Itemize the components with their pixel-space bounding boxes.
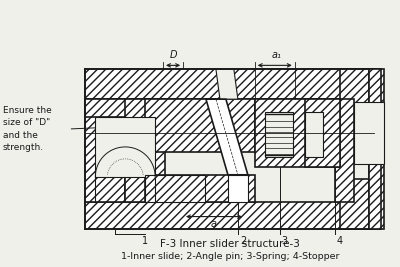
Bar [95, 117, 155, 177]
Bar [145, 99, 255, 152]
Bar [85, 69, 370, 99]
Text: F-3 Inner slider structure-3: F-3 Inner slider structure-3 [160, 239, 300, 249]
Bar [340, 179, 374, 229]
Text: 1: 1 [142, 237, 148, 246]
Bar [255, 99, 340, 167]
Text: 3: 3 [282, 237, 288, 246]
Bar [145, 175, 255, 202]
Bar [340, 69, 374, 119]
Bar [85, 99, 165, 117]
Bar [370, 69, 384, 147]
Text: a: a [211, 219, 217, 229]
Bar [265, 112, 293, 157]
Bar [125, 99, 165, 202]
Bar [334, 99, 354, 202]
Text: Ensure the
size of "D"
and the
strength.: Ensure the size of "D" and the strength. [3, 106, 52, 152]
Polygon shape [206, 99, 248, 175]
Text: D: D [169, 50, 177, 60]
Bar [85, 202, 370, 229]
Bar [305, 99, 340, 167]
Bar [145, 175, 205, 202]
Bar [85, 99, 125, 202]
Text: 1-Inner slide; 2-Angle pin; 3-Spring; 4-Stopper: 1-Inner slide; 2-Angle pin; 3-Spring; 4-… [121, 252, 339, 261]
Bar [370, 69, 381, 137]
Polygon shape [216, 69, 238, 99]
Text: a₁: a₁ [272, 50, 282, 60]
Bar [370, 147, 384, 229]
Polygon shape [228, 175, 248, 202]
Bar [370, 164, 381, 229]
Text: 2: 2 [240, 237, 246, 246]
Bar [305, 112, 322, 157]
Bar [354, 102, 384, 164]
Text: 4: 4 [336, 237, 343, 246]
